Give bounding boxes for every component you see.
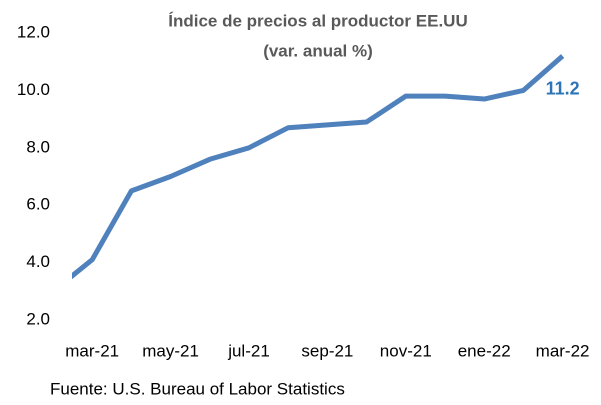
x-tick-label: may-21 [142,341,199,360]
y-tick-label: 2.0 [26,309,50,328]
y-tick-label: 10.0 [17,80,50,99]
data-label: 11.2 [546,79,580,99]
y-tick-label: 12.0 [17,22,50,41]
y-tick-label: 8.0 [26,137,50,156]
x-tick-label: jul-21 [227,341,270,360]
chart-title: Índice de precios al productor EE.UU [168,11,467,30]
x-tick-label: mar-21 [65,341,119,360]
y-tick-label: 4.0 [26,252,50,271]
x-tick-label: ene-22 [458,341,511,360]
x-tick-label: mar-22 [536,341,590,360]
x-tick-label: nov-21 [380,341,432,360]
y-tick-label: 6.0 [26,195,50,214]
chart-subtitle: (var. anual %) [263,41,373,60]
x-tick-label: sep-21 [301,341,353,360]
line-series [72,54,565,280]
source: Fuente: U.S. Bureau of Labor Statistics [50,379,345,398]
